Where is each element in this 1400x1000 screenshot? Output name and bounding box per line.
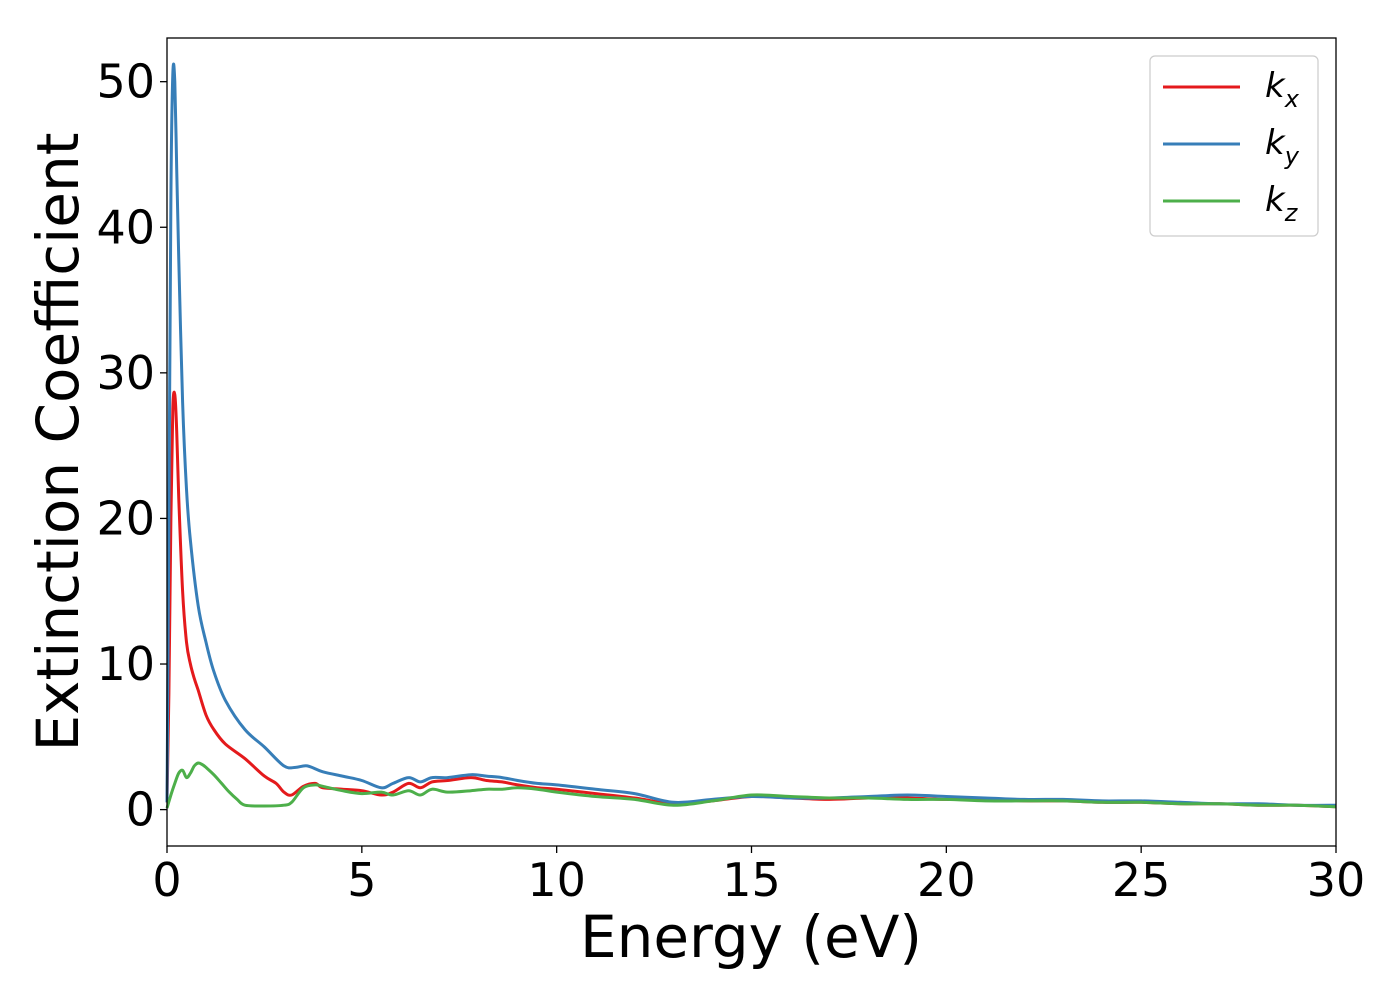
series-line-z xyxy=(165,761,1337,809)
legend-label-subscript: z xyxy=(1284,199,1299,227)
y-tick-label: 40 xyxy=(96,200,155,254)
legend-label-main: k xyxy=(1265,123,1286,163)
legend-label-main: k xyxy=(1265,180,1286,220)
y-axis-title: Extinction Coefficient xyxy=(24,133,92,752)
legend-label-main: k xyxy=(1265,66,1286,106)
legend-box xyxy=(1149,55,1319,237)
x-tick-label: 30 xyxy=(1307,853,1366,907)
x-tick-label: 25 xyxy=(1112,853,1171,907)
series-layer xyxy=(165,62,1337,809)
x-axis-ticks: 0 5 10 15 20 25 30 xyxy=(152,846,1365,907)
legend-label-z: kz xyxy=(1265,180,1299,227)
x-axis-title: Energy (eV) xyxy=(580,903,922,971)
legend-label-x: kx xyxy=(1265,66,1300,113)
series-line-y xyxy=(165,62,1337,807)
x-tick-label: 10 xyxy=(527,853,586,907)
y-tick-label: 10 xyxy=(96,637,155,691)
x-tick-label: 0 xyxy=(152,853,181,907)
legend-label-y: ky xyxy=(1265,123,1300,170)
x-tick-label: 15 xyxy=(722,853,781,907)
x-tick-label: 20 xyxy=(917,853,976,907)
y-axis-ticks: 0 10 20 30 40 50 xyxy=(96,55,167,837)
y-tick-label: 30 xyxy=(96,346,155,400)
y-tick-label: 20 xyxy=(96,491,155,545)
legend-label-subscript: y xyxy=(1284,142,1300,170)
legend-label-subscript: x xyxy=(1284,85,1300,113)
x-tick-label: 5 xyxy=(347,853,376,907)
y-tick-label: 50 xyxy=(96,55,155,109)
y-tick-label: 0 xyxy=(126,783,155,837)
